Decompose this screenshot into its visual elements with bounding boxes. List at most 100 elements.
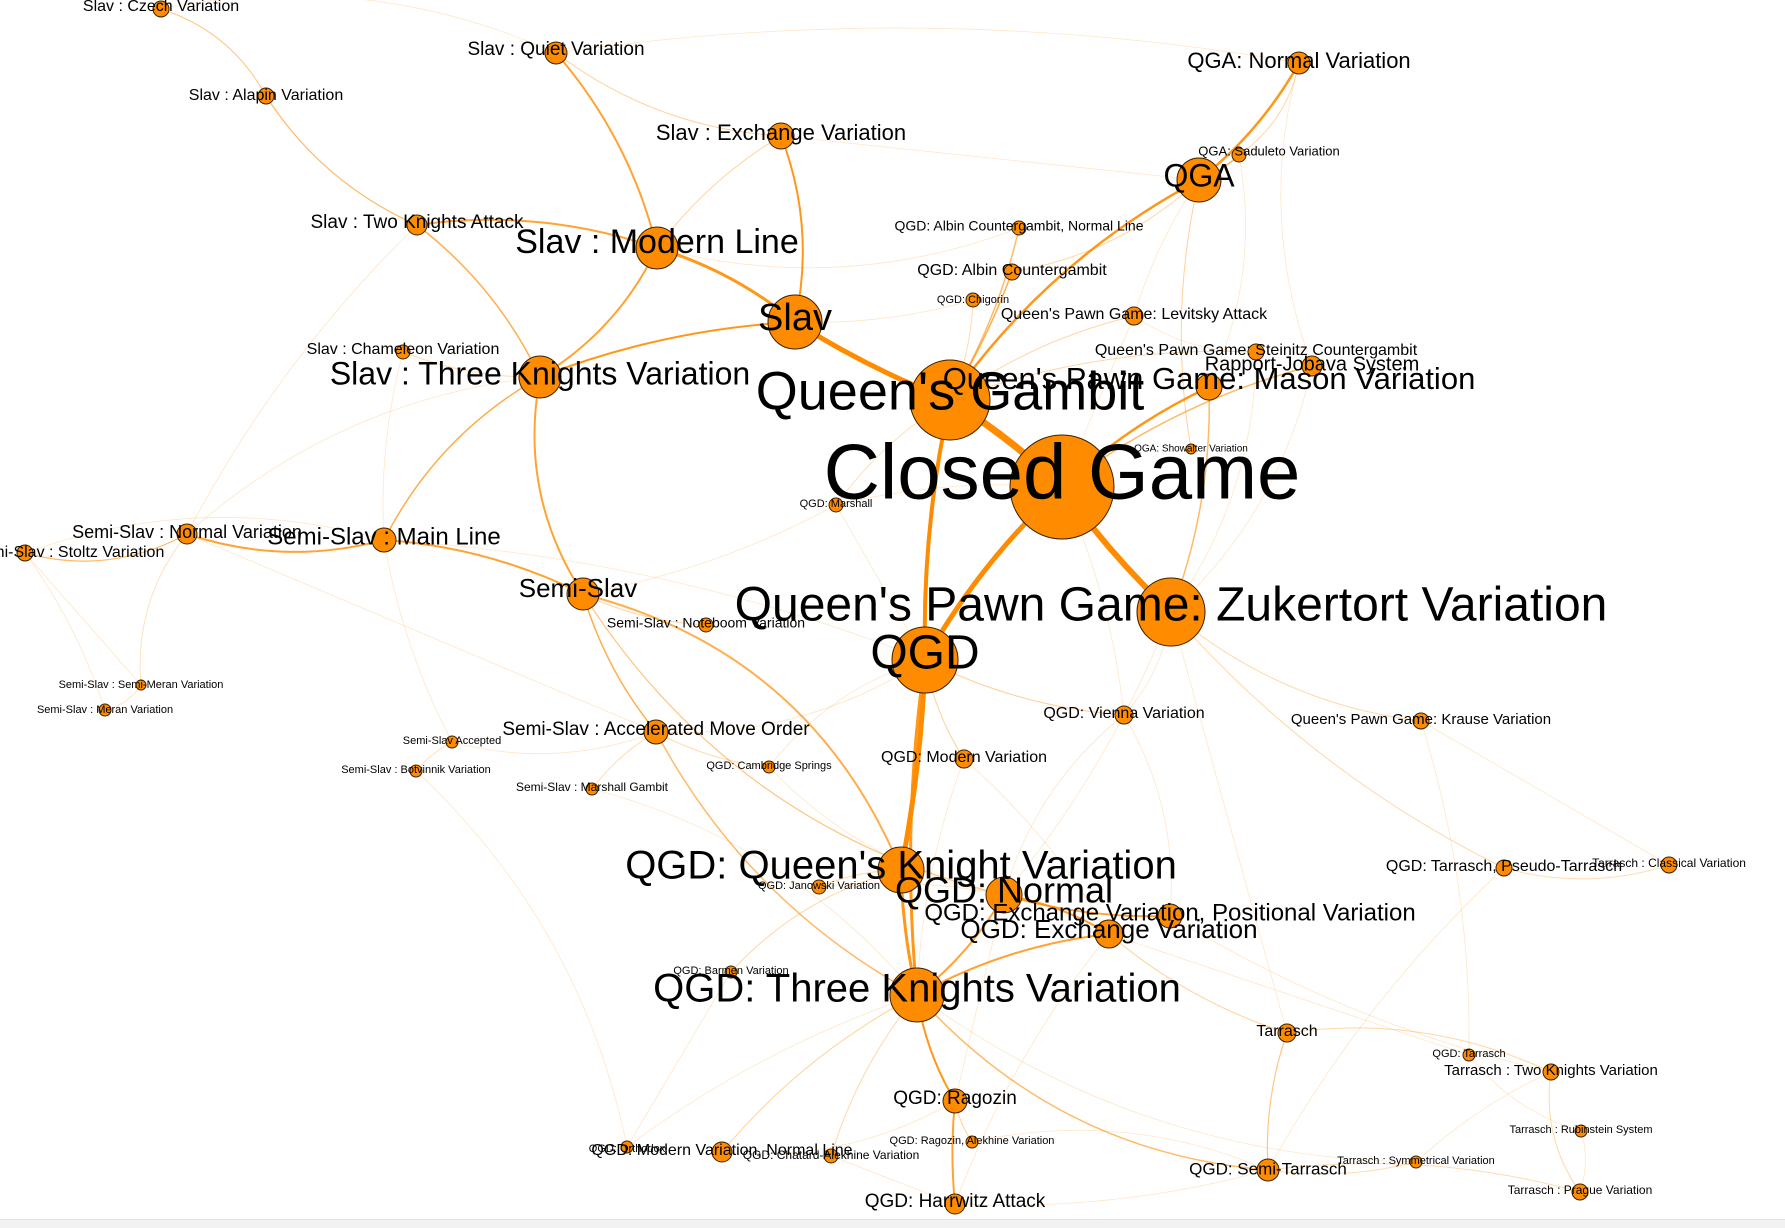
node-semi-slav-meran[interactable] [98,703,112,717]
node-qgd-harrwitz[interactable] [944,1193,966,1215]
node-qpg-levitsky[interactable] [1124,306,1144,326]
faint-edge-slav-exchange-to-qga [780,135,1200,181]
node-label-qgd-barmen: QGD: Barmen Variation [673,965,788,977]
node-qgd-modern[interactable] [954,749,974,769]
node-slav-czech[interactable] [152,0,170,18]
node-qpg-krause[interactable] [1412,712,1430,730]
faint-edge-qgd-tarrasch-to-tarrasch-rubinstein [1468,1054,1582,1132]
node-semi-slav-semi-meran[interactable] [135,679,147,691]
node-qgd-chigorin[interactable] [965,292,981,308]
node-qpg-mason[interactable] [1195,373,1223,401]
node-qga-saduleto[interactable] [1231,147,1247,163]
node-label-tarrasch-classical: Tarrasch : Classical Variation [1592,856,1746,870]
node-slav[interactable] [767,294,823,350]
faint-edge-qgd-exchange-to-qgd-harrwitz [954,933,1110,1205]
node-rapport-jobava[interactable] [1301,355,1323,377]
node-label-slav-exchange: Slav : Exchange Variation [656,120,906,145]
node-label-tarrasch-two-knights: Tarrasch : Two Knights Variation [1444,1062,1658,1079]
node-qgd-queens-knight[interactable] [877,846,925,894]
node-semi-slav-marshall[interactable] [585,782,599,796]
edge-tarrasch-to-qgd-semi-tarrasch [1266,1032,1288,1171]
node-label-semi-slav-normal: Semi-Slav : Normal Variation [72,522,302,542]
node-slav-three-knights[interactable] [518,355,562,399]
node-label-semi-slav-noteboom: Semi-Slav : Noteboom Variation [607,615,805,631]
bottom-scrollbar [0,1219,1785,1228]
node-slav-exchange[interactable] [767,122,795,150]
faint-edge-qpg-levitsky-to-qpg-steinitz [1133,315,1257,353]
faint-edge-qgd-vienna-to-qgd-exchange-positional [1123,714,1172,917]
node-layer [16,0,1678,1215]
node-tarrasch-prague[interactable] [1571,1183,1589,1201]
node-qgd-chatard[interactable] [823,1148,839,1164]
faint-edge-qgd-modern-to-qgd-three-knights [916,758,965,996]
node-qgd-ragozin[interactable] [942,1088,968,1114]
node-closed-game[interactable] [1009,434,1115,540]
node-slav-two-knights[interactable] [406,214,428,236]
node-semi-slav-botvinnik[interactable] [409,764,423,778]
node-tarrasch-rubinstein[interactable] [1574,1124,1588,1138]
node-qga-showalter[interactable] [1185,443,1197,455]
node-slav-alapin[interactable] [257,87,275,105]
edge-queens-gambit-to-qga [948,178,1201,402]
node-label-semi-slav-semi-meran: Semi-Slav : Semi-Meran Variation [59,679,224,691]
node-semi-slav-normal[interactable] [176,523,198,545]
node-qgd-vienna[interactable] [1114,705,1134,725]
node-qgd-three-knights[interactable] [889,967,945,1023]
faint-edge-semi-slav-main-to-qgd [383,539,926,661]
faint-edge-semi-slav-stoltz-to-semi-slav-main [24,517,385,554]
node-qgd-barmen[interactable] [724,965,738,979]
node-qgd[interactable] [891,626,959,694]
edge-semi-slav-accelerated-to-qgd-cambridge [655,731,770,768]
node-label-qga-showalter: QGA: Showalter Variation [1134,444,1248,455]
node-slav-chameleon[interactable] [395,344,411,360]
faint-edge-slav-two-knights-to-semi-slav-normal [186,224,418,535]
node-label-queens-gambit: Queen's Gambit [756,361,1145,421]
node-qga[interactable] [1176,157,1222,203]
node-semi-slav-noteboom[interactable] [698,617,714,633]
node-qgd-tarrasch-pseudo[interactable] [1495,859,1513,877]
node-qgd-janowski[interactable] [811,879,827,895]
node-slav-modern[interactable] [635,226,679,270]
faint-edge-slav-quiet-to-qga-normal [555,27,1300,64]
node-slav-quiet[interactable] [544,41,568,65]
node-tarrasch-symmetrical[interactable] [1409,1155,1423,1169]
node-queens-gambit[interactable] [909,359,991,441]
node-qgd-modern-normal[interactable] [711,1141,733,1163]
faint-edge-qgd-modern-normal-to-qgd-ragozin [721,1100,956,1155]
node-zukertort[interactable] [1136,577,1206,647]
edge-layer [24,0,1670,1206]
node-semi-slav[interactable] [566,577,600,611]
edge-slav-czech-to-slav-alapin [160,8,267,97]
node-qgd-albin-normal[interactable] [1011,220,1027,236]
node-qgd-semi-tarrasch[interactable] [1256,1158,1280,1182]
faint-edge-qgd-exchange-positional-to-tarrasch-two-knights [1169,915,1552,1073]
node-qgd-albin[interactable] [1003,263,1021,281]
node-semi-slav-main[interactable] [371,527,397,553]
node-label-qgd: QGD [870,627,979,680]
node-qga-normal[interactable] [1287,51,1311,75]
faint-edge-qgd-to-semi-slav-accelerated [655,659,926,733]
node-qgd-tarrasch[interactable] [1462,1048,1476,1062]
edge-slav-three-knights-to-slav-two-knights [416,224,541,378]
edge-slav-alapin-to-slav-two-knights [265,95,418,226]
node-semi-slav-stoltz[interactable] [16,544,34,562]
edge-slav-modern-to-slav-quiet [555,52,658,249]
node-label-slav-czech: Slav : Czech Variation [83,0,239,15]
node-semi-slav-accelerated[interactable] [643,719,669,745]
node-label-qpg-mason: Queen's Pawn Game: Mason Variation [943,361,1476,396]
node-qgd-marshall[interactable] [828,497,844,513]
node-qgd-ragozin-alekhine[interactable] [965,1135,979,1149]
edge-qga-normal-to-qga-saduleto [1238,62,1300,156]
node-tarrasch[interactable] [1277,1023,1297,1043]
node-qgd-exchange-positional[interactable] [1157,903,1183,929]
node-semi-slav-accepted[interactable] [445,735,459,749]
node-qgd-cambridge[interactable] [762,760,776,774]
node-label-qgd-ragozin: QGD: Ragozin [893,1088,1017,1109]
faint-edge-qpg-krause-to-tarrasch-classical [1420,720,1670,866]
node-qpg-steinitz[interactable] [1247,343,1265,361]
node-qgd-exchange[interactable] [1094,919,1124,949]
node-tarrasch-classical[interactable] [1660,856,1678,874]
node-qgd-orthodox[interactable] [620,1140,634,1154]
node-qgd-normal[interactable] [985,876,1023,914]
node-tarrasch-two-knights[interactable] [1542,1063,1560,1081]
